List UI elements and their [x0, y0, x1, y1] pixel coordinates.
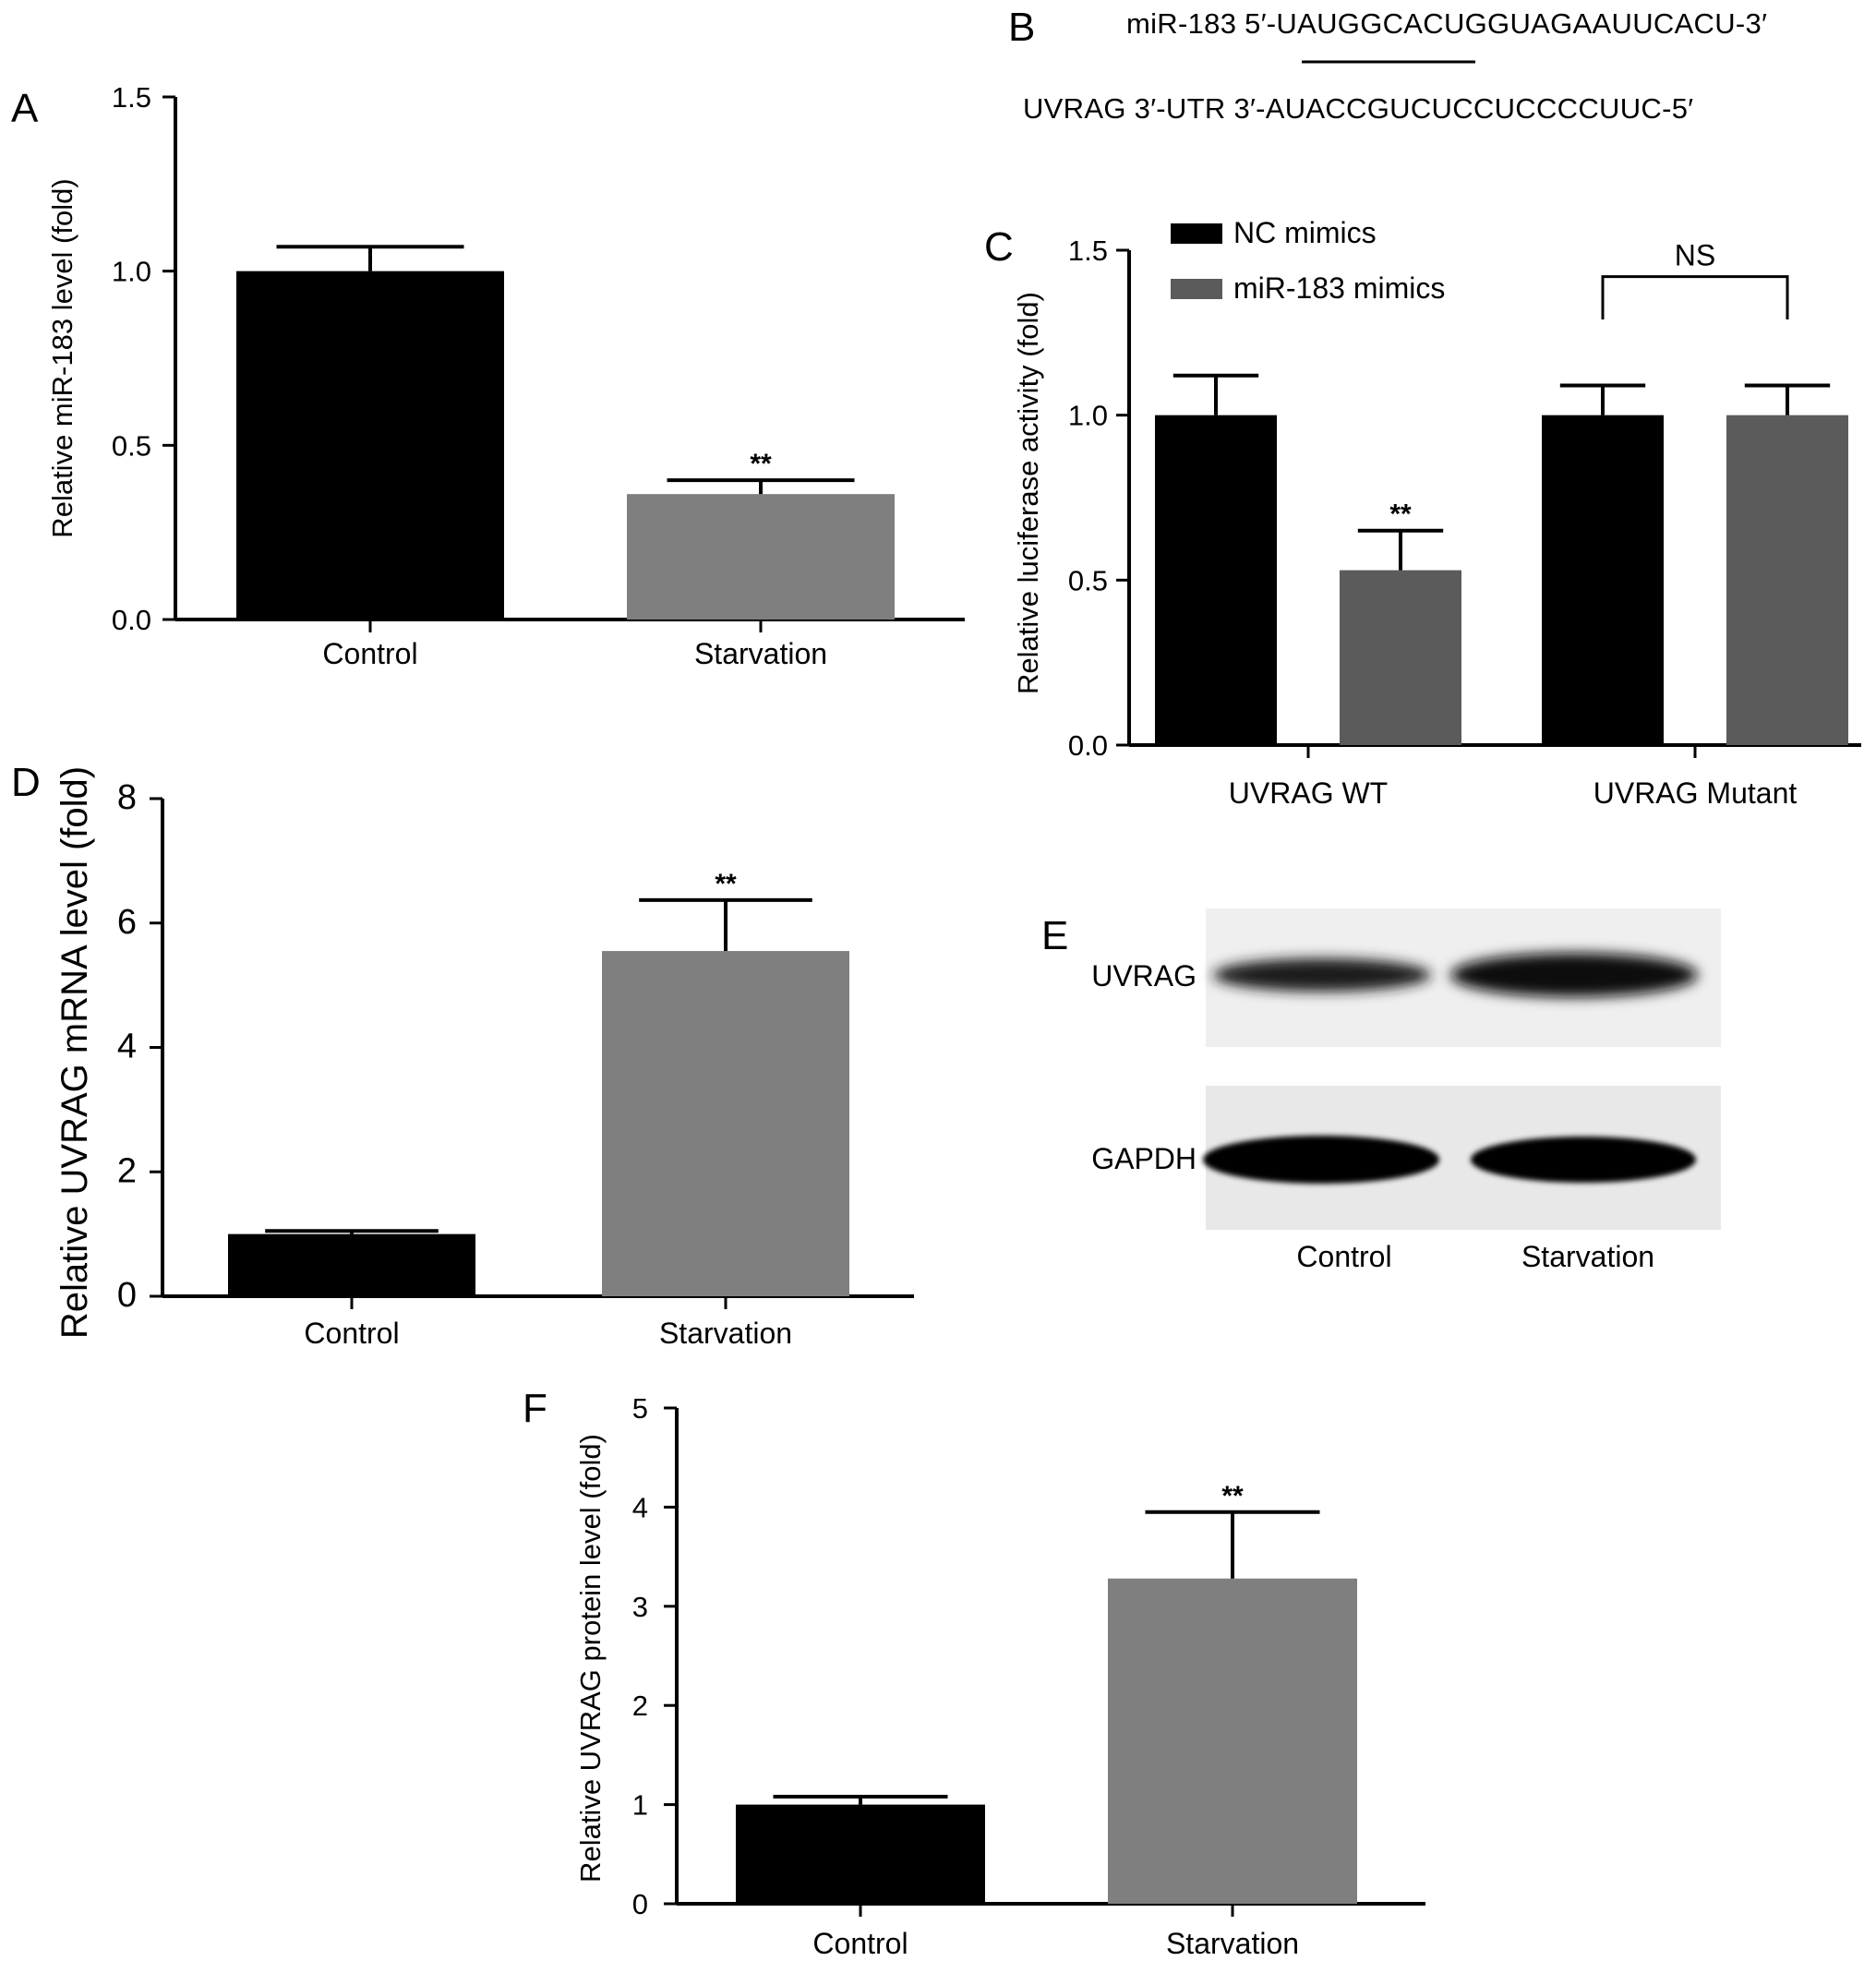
y-tick-label-F: 4	[632, 1491, 648, 1523]
significance-marker-C: **	[1389, 499, 1412, 530]
y-tick-label-D: 8	[117, 778, 137, 817]
bar-A	[627, 494, 895, 620]
ns-bracket-C	[1601, 275, 1789, 320]
y-tick-label-F: 2	[632, 1690, 648, 1722]
panel-letter-b: B	[1008, 5, 1035, 50]
y-axis-title-D: Relative UVRAG mRNA level (fold)	[54, 766, 95, 1339]
ns-label-C: NS	[1675, 239, 1715, 272]
panel-letter-e: E	[1041, 913, 1068, 958]
significance-marker-D: **	[715, 869, 737, 899]
panel-letter-d: D	[11, 760, 41, 805]
blot-band-gapdh-control	[1203, 1136, 1439, 1184]
legend-label-nc-mimics: NC mimics	[1233, 216, 1377, 249]
y-tick-label-F: 0	[632, 1888, 648, 1920]
significance-marker-A: **	[750, 449, 772, 479]
bar-D	[228, 1233, 475, 1296]
legend-label-mir183-mimics: miR-183 mimics	[1233, 271, 1445, 305]
y-tick-label-C: 0.0	[1068, 729, 1108, 762]
x-category-label-F: Starvation	[1166, 1927, 1299, 1960]
bar-C	[1340, 570, 1461, 745]
sequence-alignment: miR-183 5′-UAUGGCACUGGUAGAAUUCACU-3′ UVR…	[1023, 7, 1767, 125]
y-tick-label-D: 0	[117, 1276, 137, 1315]
western-blot: UVRAG GAPDH Control Starvation	[1091, 908, 1721, 1273]
x-category-label-C: UVRAG Mutant	[1593, 776, 1798, 810]
legend-swatch-nc-mimics	[1171, 223, 1222, 244]
charts-layer: 0.0 0.5 1.0 1.5 Relative miR-183 level (fold…	[46, 81, 1861, 1960]
panel-letter-c: C	[984, 224, 1014, 270]
y-tick-label-C: 1.0	[1068, 400, 1108, 432]
mir183-sequence: miR-183 5′-UAUGGCACUGGUAGAAUUCACU-3′	[1126, 7, 1767, 40]
y-tick-label-A: 1.5	[112, 81, 151, 114]
y-axis-title-F: Relative UVRAG protein level (fold)	[574, 1434, 607, 1883]
x-category-label-D: Control	[304, 1317, 399, 1350]
bar-C	[1155, 415, 1277, 745]
blot-band-gapdh-starvation	[1471, 1137, 1696, 1183]
y-tick-label-F: 3	[632, 1591, 648, 1623]
y-tick-label-D: 2	[117, 1151, 137, 1190]
y-tick-label-F: 1	[632, 1789, 648, 1822]
y-tick-label-C: 1.5	[1068, 235, 1108, 267]
y-axis-title-A: Relative miR-183 level (fold)	[46, 178, 78, 537]
x-category-label-A: Starvation	[694, 637, 827, 670]
uvrag-utr-sequence: UVRAG 3′-UTR 3′-AUACCGUCUCCUCCCCUUC-5′	[1023, 92, 1693, 125]
bar-F	[736, 1804, 985, 1904]
y-tick-label-A: 0.5	[112, 429, 151, 462]
x-category-label-D: Starvation	[659, 1317, 792, 1350]
y-tick-label-D: 6	[117, 903, 137, 942]
y-tick-label-A: 1.0	[112, 256, 151, 288]
bar-D	[602, 951, 849, 1296]
blot-label-uvrag: UVRAG	[1091, 959, 1197, 993]
blot-lane-label-starvation: Starvation	[1521, 1240, 1654, 1273]
x-category-label-C: UVRAG WT	[1229, 776, 1388, 810]
panel-letter-a: A	[11, 86, 39, 131]
blot-lane-label-control: Control	[1296, 1240, 1391, 1273]
x-category-label-F: Control	[812, 1927, 908, 1960]
bar-A	[236, 271, 504, 620]
x-category-label-A: Control	[322, 637, 417, 670]
blot-band-uvrag-starvation	[1450, 953, 1698, 997]
legend-c: NC mimics miR-183 mimics	[1171, 216, 1445, 305]
bar-C	[1726, 415, 1848, 745]
blot-label-gapdh: GAPDH	[1091, 1142, 1197, 1175]
y-tick-label-F: 5	[632, 1392, 648, 1425]
blot-band-uvrag-control	[1213, 958, 1431, 992]
y-tick-label-C: 0.5	[1068, 564, 1108, 596]
bar-C	[1542, 415, 1664, 745]
y-axis-title-C: Relative luciferase activity (fold)	[1012, 292, 1044, 694]
panel-letter-f: F	[523, 1386, 547, 1431]
y-tick-label-A: 0.0	[112, 604, 151, 636]
legend-swatch-mir183-mimics	[1171, 279, 1222, 299]
bar-F	[1108, 1578, 1357, 1904]
y-tick-label-D: 4	[117, 1028, 137, 1066]
significance-marker-F: **	[1221, 1481, 1244, 1511]
